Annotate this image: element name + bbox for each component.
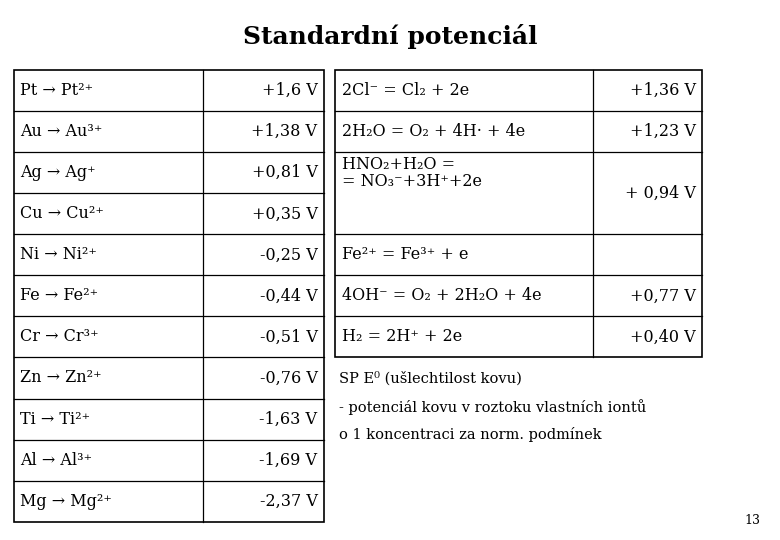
Text: 2H₂O = O₂ + 4H· + 4e: 2H₂O = O₂ + 4H· + 4e bbox=[342, 123, 525, 140]
Text: Zn → Zn²⁺: Zn → Zn²⁺ bbox=[20, 369, 102, 387]
Text: + 0,94 V: + 0,94 V bbox=[625, 185, 696, 202]
Text: -1,63 V: -1,63 V bbox=[260, 410, 317, 428]
Text: +0,40 V: +0,40 V bbox=[630, 328, 696, 346]
Text: Standardní potenciál: Standardní potenciál bbox=[243, 24, 537, 49]
Text: -0,44 V: -0,44 V bbox=[260, 287, 317, 305]
Text: +1,23 V: +1,23 V bbox=[630, 123, 696, 140]
Text: Ti → Ti²⁺: Ti → Ti²⁺ bbox=[20, 410, 90, 428]
Text: +0,77 V: +0,77 V bbox=[630, 287, 696, 305]
Text: Au → Au³⁺: Au → Au³⁺ bbox=[20, 123, 103, 140]
Text: = NO₃⁻+3H⁺+2e: = NO₃⁻+3H⁺+2e bbox=[342, 172, 481, 190]
Text: +1,6 V: +1,6 V bbox=[262, 82, 317, 99]
Text: 4OH⁻ = O₂ + 2H₂O + 4e: 4OH⁻ = O₂ + 2H₂O + 4e bbox=[342, 287, 541, 305]
Text: 13: 13 bbox=[744, 514, 760, 526]
Text: -1,69 V: -1,69 V bbox=[260, 451, 317, 469]
Text: o 1 koncentraci za norm. podmínek: o 1 koncentraci za norm. podmínek bbox=[339, 427, 602, 442]
Text: H₂ = 2H⁺ + 2e: H₂ = 2H⁺ + 2e bbox=[342, 328, 462, 346]
Text: Fe²⁺ = Fe³⁺ + e: Fe²⁺ = Fe³⁺ + e bbox=[342, 246, 468, 264]
Text: Fe → Fe²⁺: Fe → Fe²⁺ bbox=[20, 287, 98, 305]
Text: SP E⁰ (ušlechtilost kovu): SP E⁰ (ušlechtilost kovu) bbox=[339, 371, 522, 386]
Text: Pt → Pt²⁺: Pt → Pt²⁺ bbox=[20, 82, 94, 99]
Text: +1,36 V: +1,36 V bbox=[629, 82, 696, 99]
Text: Al → Al³⁺: Al → Al³⁺ bbox=[20, 451, 92, 469]
Text: - potenciál kovu v roztoku vlastních iontů: - potenciál kovu v roztoku vlastních ion… bbox=[339, 399, 647, 415]
Text: +0,35 V: +0,35 V bbox=[252, 205, 317, 222]
Text: 2Cl⁻ = Cl₂ + 2e: 2Cl⁻ = Cl₂ + 2e bbox=[342, 82, 469, 99]
Text: -0,51 V: -0,51 V bbox=[260, 328, 317, 346]
Bar bbox=[335, 70, 702, 357]
Text: Mg → Mg²⁺: Mg → Mg²⁺ bbox=[20, 492, 112, 510]
Text: Cu → Cu²⁺: Cu → Cu²⁺ bbox=[20, 205, 105, 222]
Text: Ni → Ni²⁺: Ni → Ni²⁺ bbox=[20, 246, 98, 264]
Text: +0,81 V: +0,81 V bbox=[252, 164, 317, 181]
Text: -0,76 V: -0,76 V bbox=[260, 369, 317, 387]
Text: Cr → Cr³⁺: Cr → Cr³⁺ bbox=[20, 328, 99, 346]
Text: Ag → Ag⁺: Ag → Ag⁺ bbox=[20, 164, 96, 181]
Text: +1,38 V: +1,38 V bbox=[251, 123, 317, 140]
Text: HNO₂+H₂O =: HNO₂+H₂O = bbox=[342, 156, 455, 173]
Text: -2,37 V: -2,37 V bbox=[260, 492, 317, 510]
Text: -0,25 V: -0,25 V bbox=[260, 246, 317, 264]
Bar bbox=[14, 70, 324, 522]
